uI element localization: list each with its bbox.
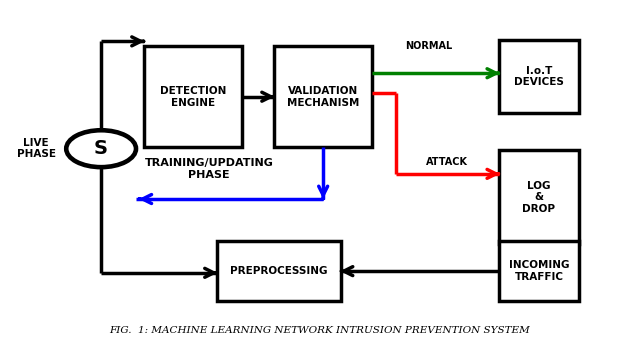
FancyBboxPatch shape bbox=[499, 150, 579, 244]
FancyBboxPatch shape bbox=[274, 46, 372, 147]
Text: PREPROCESSING: PREPROCESSING bbox=[230, 266, 328, 276]
Circle shape bbox=[66, 130, 136, 167]
Text: INCOMING
TRAFFIC: INCOMING TRAFFIC bbox=[509, 260, 569, 282]
FancyBboxPatch shape bbox=[217, 241, 340, 301]
Text: S: S bbox=[94, 139, 108, 158]
Text: FIG.  1: MACHINE LEARNING NETWORK INTRUSION PREVENTION SYSTEM: FIG. 1: MACHINE LEARNING NETWORK INTRUSI… bbox=[109, 326, 531, 335]
Text: DETECTION
ENGINE: DETECTION ENGINE bbox=[160, 86, 227, 107]
FancyBboxPatch shape bbox=[499, 40, 579, 114]
Text: TRAINING/UPDATING
PHASE: TRAINING/UPDATING PHASE bbox=[145, 158, 273, 180]
Text: LIVE
PHASE: LIVE PHASE bbox=[17, 138, 56, 160]
Text: NORMAL: NORMAL bbox=[406, 41, 452, 51]
Text: I.o.T
DEVICES: I.o.T DEVICES bbox=[514, 66, 564, 87]
Text: ATTACK: ATTACK bbox=[426, 157, 468, 167]
FancyBboxPatch shape bbox=[499, 241, 579, 301]
Text: VALIDATION
MECHANISM: VALIDATION MECHANISM bbox=[287, 86, 359, 107]
FancyBboxPatch shape bbox=[144, 46, 243, 147]
Text: LOG
&
DROP: LOG & DROP bbox=[522, 181, 556, 214]
